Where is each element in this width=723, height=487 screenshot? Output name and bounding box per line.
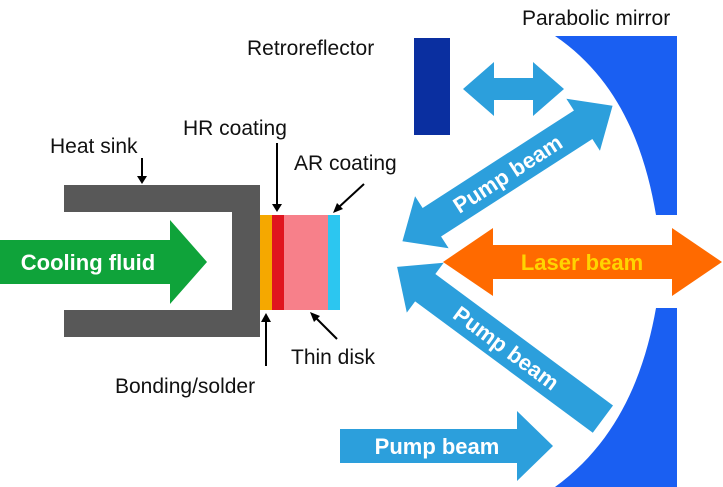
cooling-fluid-arrow [0, 220, 207, 304]
thin-disk-pointer-head [310, 312, 320, 322]
ar-coating-layer [328, 215, 340, 310]
heat-sink-pointer-head [137, 176, 147, 184]
bonding-solder-layer [260, 215, 272, 310]
thin-disk-label: Thin disk [291, 346, 376, 369]
thin-disk-layer [284, 215, 328, 310]
bonding-solder-label: Bonding/solder [115, 375, 255, 398]
pointer-lines [137, 143, 365, 366]
pump-beam-upper-label: Pump beam [449, 130, 567, 219]
pump-beam-bottom-label: Pump beam [375, 434, 500, 459]
heat-sink-label: Heat sink [50, 135, 138, 158]
retroreflector-block [414, 38, 450, 135]
bonding-solder-pointer-head [261, 313, 271, 322]
pump-beam-lower-label: Pump beam [449, 301, 564, 395]
parabolic-mirror-label: Parabolic mirror [522, 7, 670, 30]
ar-coating-label: AR coating [294, 152, 397, 175]
parabolic-mirror-lower [555, 308, 677, 487]
pump-beam-bottom-arrow [340, 411, 553, 481]
retroreflector-label: Retroreflector [247, 37, 374, 60]
cooling-fluid-label: Cooling fluid [21, 250, 155, 275]
hr-coating-layer [272, 215, 284, 310]
heat-sink [64, 185, 260, 337]
parabolic-mirror-upper [555, 36, 677, 215]
ar-coating-pointer [338, 183, 365, 208]
laser-beam-arrow [443, 228, 722, 296]
retroreflector-double-arrow [463, 62, 564, 116]
hr-coating-pointer-head [272, 204, 282, 212]
thin-disk-pointer [315, 317, 338, 340]
laser-beam-label: Laser beam [521, 250, 643, 275]
ar-coating-pointer-head [333, 203, 343, 213]
hr-coating-label: HR coating [183, 117, 287, 140]
